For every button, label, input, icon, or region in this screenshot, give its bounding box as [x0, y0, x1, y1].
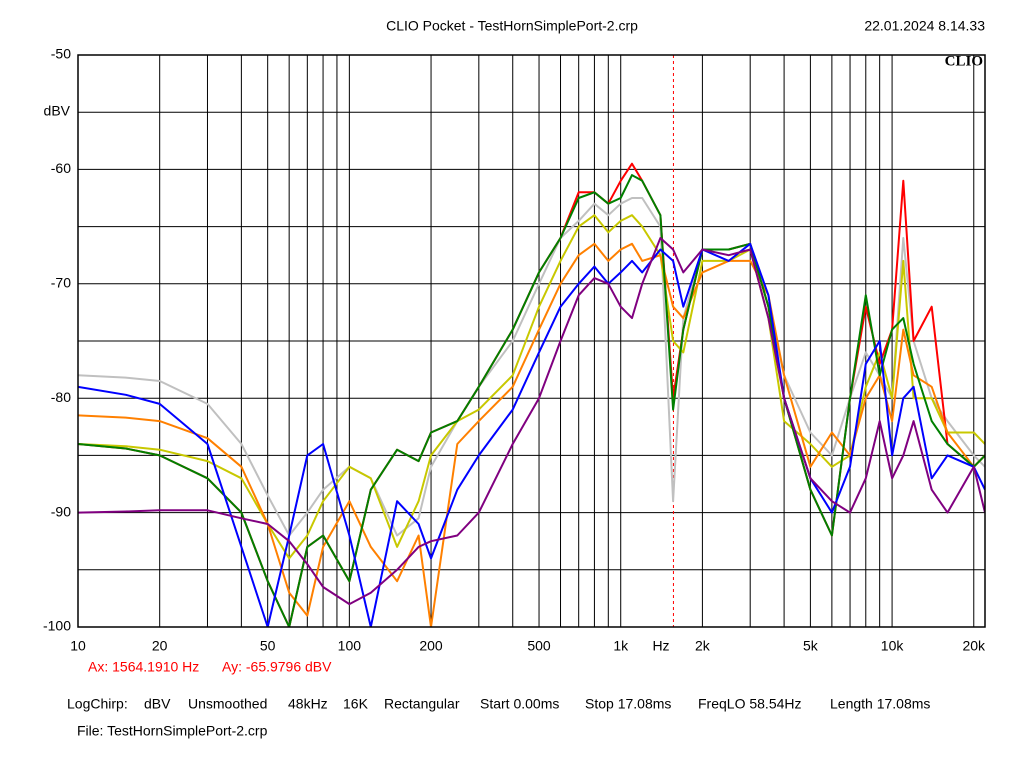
setting-item: dBV: [144, 696, 171, 712]
series-line: [78, 242, 985, 627]
logo: CLIO: [945, 53, 983, 69]
y-tick-label: -70: [51, 275, 71, 291]
x-tick-label: 20: [152, 638, 168, 654]
x-tick-label: 10k: [881, 638, 905, 654]
y-tick-label: -50: [51, 46, 71, 62]
y-tick-label: -80: [51, 389, 71, 405]
x-tick-label: 100: [338, 638, 362, 654]
setting-item: Unsmoothed: [188, 696, 267, 712]
setting-item: Start 0.00ms: [480, 696, 559, 712]
setting-item: 48kHz: [288, 696, 328, 712]
series-line: [78, 237, 985, 606]
x-tick-label: 500: [527, 638, 551, 654]
x-tick-label: 50: [260, 638, 276, 654]
x-tick-label: 200: [419, 638, 443, 654]
chart-title: CLIO Pocket - TestHornSimplePort-2.crp: [386, 18, 638, 34]
x-tick-label: 1k: [613, 638, 629, 654]
cursor-y-label: Ay: -65.9796 dBV: [222, 659, 332, 675]
timestamp: 22.01.2024 8.14.33: [864, 18, 985, 34]
x-tick-label: 20k: [962, 638, 986, 654]
y-tick-label: -100: [43, 618, 71, 634]
setting-item: Stop 17.08ms: [585, 696, 671, 712]
y-tick-label: -90: [51, 503, 71, 519]
setting-item: Length 17.08ms: [830, 696, 930, 712]
x-tick-label: 5k: [803, 638, 819, 654]
setting-item: Rectangular: [384, 696, 460, 712]
x-tick-label: 2k: [695, 638, 711, 654]
setting-item: FreqLO 58.54Hz: [698, 696, 802, 712]
x-tick-label: 10: [70, 638, 86, 654]
series-line: [78, 214, 985, 560]
plot-frame: [77, 54, 986, 628]
file-name: File: TestHornSimplePort-2.crp: [77, 723, 268, 739]
setting-item: LogChirp:: [67, 696, 128, 712]
setting-item: 16K: [343, 696, 369, 712]
series-line: [78, 197, 985, 537]
y-axis-label: dBV: [44, 103, 71, 119]
series-line: [78, 242, 985, 627]
y-tick-label: -60: [51, 160, 71, 176]
cursor-x-label: Ax: 1564.1910 Hz: [88, 659, 199, 675]
x-axis-label: Hz: [652, 638, 669, 654]
